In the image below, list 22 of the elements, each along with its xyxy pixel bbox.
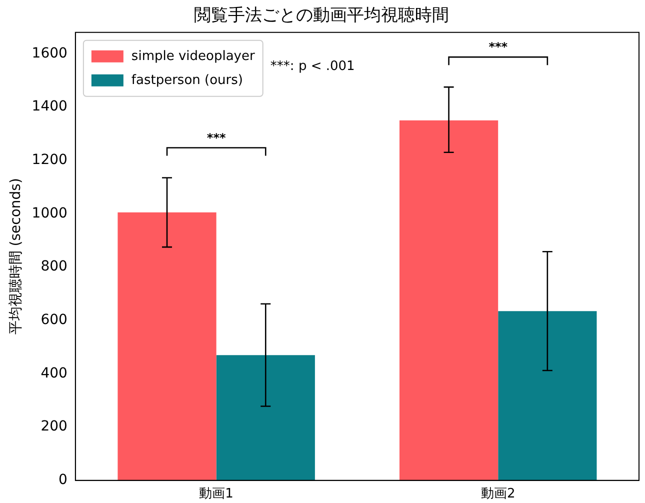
- annotation: ***: p < .001: [270, 58, 355, 74]
- legend-label: fastperson (ours): [131, 72, 243, 88]
- y-tick-label: 1600: [32, 45, 68, 62]
- y-axis-title: 平均視聴時間 (seconds): [8, 178, 24, 335]
- y-tick-label: 400: [40, 365, 68, 382]
- y-tick-label: 200: [40, 418, 68, 435]
- y-tick-label: 600: [40, 312, 68, 328]
- x-tick-label: 動画2: [480, 486, 516, 502]
- legend-label: simple videoplayer: [131, 48, 256, 64]
- x-tick-label: 動画1: [199, 486, 234, 502]
- bar: [118, 212, 216, 480]
- chart-title: 閲覧手法ごとの動画平均視聴時間: [194, 6, 449, 26]
- y-tick-label: 1200: [32, 152, 68, 168]
- y-tick-label: 1000: [32, 205, 68, 222]
- bar: [498, 311, 597, 480]
- annotation: ***: [206, 130, 226, 145]
- bar: [399, 120, 498, 480]
- y-tick-label: 0: [58, 472, 68, 488]
- y-tick-label: 1400: [32, 98, 68, 115]
- y-tick-label: 800: [40, 258, 68, 275]
- annotation: ***: [488, 40, 508, 54]
- bar: [216, 355, 315, 480]
